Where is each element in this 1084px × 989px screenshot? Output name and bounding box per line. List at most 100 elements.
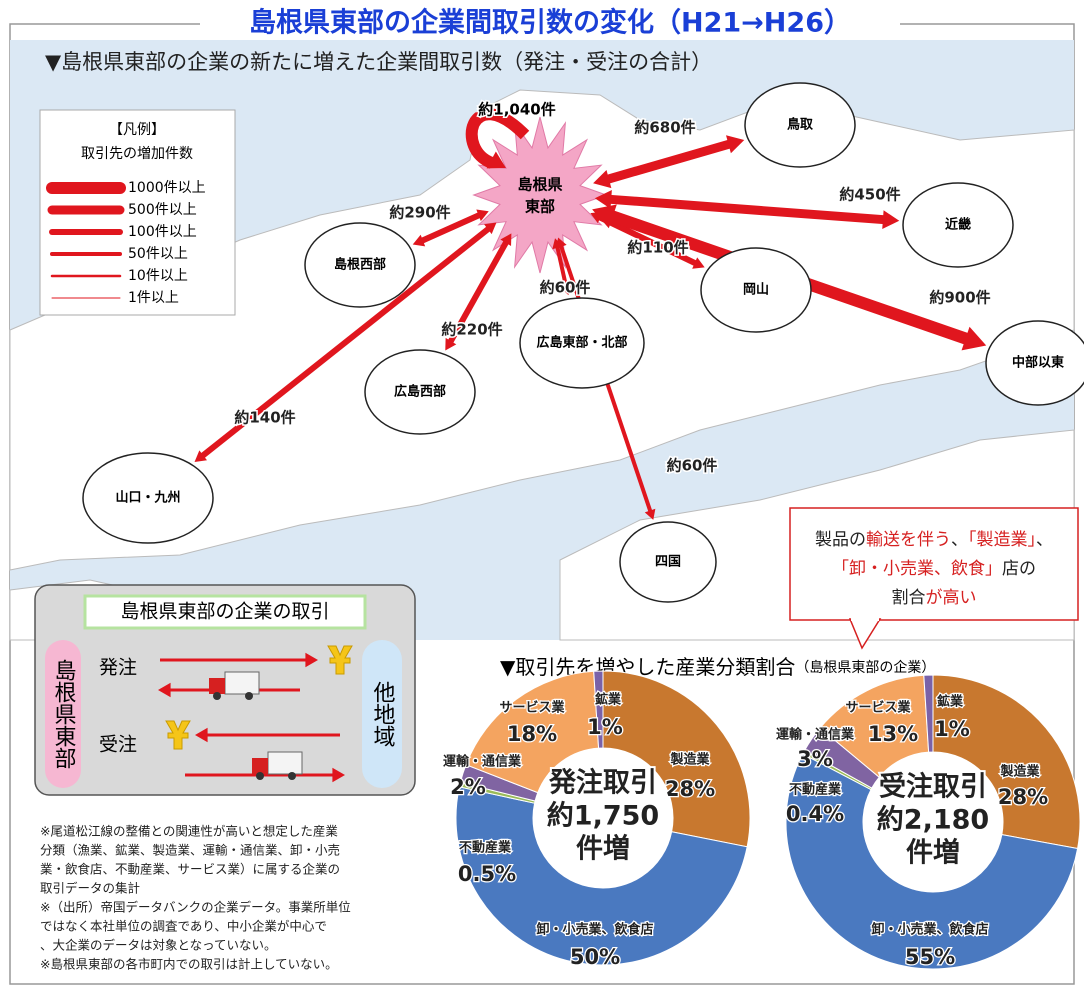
arrow-head — [476, 209, 489, 222]
donut-hole — [534, 749, 672, 887]
slice-value: 2% — [450, 775, 486, 799]
arrow-head — [332, 767, 345, 783]
donut-slice — [602, 670, 751, 848]
truck-cab — [252, 758, 268, 774]
slice-name: 不動産業 — [459, 840, 512, 856]
arrow-head — [484, 222, 497, 235]
flow-arrow — [606, 194, 888, 225]
title: 島根県東部の企業間取引数の変化（H21→H26） — [249, 7, 851, 39]
truck-wheel — [245, 692, 253, 700]
region — [619, 521, 717, 603]
flow-arrow — [418, 211, 483, 245]
flow-label: 約60件 — [540, 279, 591, 297]
region-name: 岡山 — [743, 282, 769, 298]
inset-title-bg — [83, 594, 367, 630]
donut-center-label: 発注取引 — [548, 767, 657, 799]
slice-value: 0.4% — [786, 802, 844, 826]
self-flow-label: 約1,040件 — [478, 101, 555, 119]
arrow-head — [445, 337, 457, 351]
region — [519, 297, 645, 389]
inset-title: 島根県東部の企業の取引 — [120, 601, 329, 623]
slice-value: 28% — [998, 785, 1048, 809]
flow-arrow — [198, 224, 493, 460]
donut-hole — [864, 753, 1002, 891]
donut-center-label: 受注取引 — [879, 771, 987, 803]
legend-label: 100件以上 — [128, 224, 197, 240]
slice-name: 運輸・通信業 — [443, 754, 522, 770]
arrow-head — [726, 135, 745, 154]
inset-left-bg — [45, 640, 81, 788]
callout-line: 製品の輸送を伴う、「製造業」、 — [815, 530, 1053, 550]
callout-text: 輸送を伴う — [866, 530, 951, 550]
slice-value: 3% — [797, 747, 833, 771]
callout-text: が高い — [926, 588, 977, 608]
slice-name: 鉱業 — [595, 692, 622, 708]
slice-name: 卸・小売業、飲食店 — [871, 922, 988, 938]
flow-label: 約450件 — [839, 186, 900, 204]
region-name: 島根西部 — [334, 257, 386, 273]
region — [700, 247, 812, 333]
flow-arrow — [446, 238, 510, 346]
arrow-head — [882, 210, 900, 229]
legend-label: 1000件以上 — [128, 180, 206, 196]
callout-text: 、 — [951, 530, 968, 550]
donut-center-label: 件増 — [906, 837, 960, 869]
region-name: 広島東部・北部 — [536, 335, 627, 351]
arrow-head — [593, 170, 612, 189]
industry-title: ▼取引先を増やした産業分類割合（島根県東部の企業） — [500, 655, 935, 679]
center-name: 島根県 — [517, 176, 562, 194]
region-name: 四国 — [655, 555, 681, 570]
note: 、大企業のデータは対象となっていない。 — [40, 938, 277, 953]
map-subtitle: ▼島根県東部の企業の新たに増えた企業間取引数（発注・受注の合計） — [45, 50, 712, 74]
region — [82, 452, 214, 544]
inset-right-bg — [362, 640, 402, 788]
industry-title-note: （島根県東部の企業） — [795, 659, 935, 676]
region-name: 山口・九州 — [115, 490, 180, 506]
arrow-head — [500, 233, 512, 247]
arrow-head — [194, 450, 207, 463]
region — [304, 222, 416, 308]
note: 取引データの集計 — [40, 881, 140, 896]
arrow-head — [412, 234, 426, 247]
flow-label: 約900件 — [929, 289, 990, 307]
note: ※尾道松江線の整備との関連性が高いと想定した産業 — [40, 824, 338, 839]
arrow-head — [594, 190, 612, 209]
callout-text: 店の — [1002, 559, 1036, 579]
donut-slice — [455, 786, 748, 966]
inset-left: 島根県東部 — [51, 659, 77, 769]
truck-wheel — [213, 692, 221, 700]
flow-label: 約110件 — [627, 239, 688, 257]
donut-slice — [932, 674, 1081, 850]
donut-slice — [923, 674, 934, 753]
callout-text: 「卸・小売業、飲食」 — [832, 559, 1002, 579]
flow-arrow — [554, 244, 569, 289]
callout-text: 割合 — [892, 588, 926, 608]
donut-slice — [593, 670, 604, 749]
flow-label: 約140件 — [234, 409, 295, 427]
note: ※島根県東部の各市町内での取引は計上していない。 — [40, 957, 338, 972]
slice-name: 卸・小売業、飲食店 — [536, 922, 653, 938]
flow-label: 約220件 — [441, 321, 502, 339]
callout-line: 「卸・小売業、飲食」店の — [832, 559, 1036, 579]
slice-name: サービス業 — [499, 700, 565, 716]
slice-value: 13% — [868, 722, 918, 746]
inset-order: 発注 — [99, 657, 137, 679]
region — [364, 349, 476, 435]
inset-receive: 受注 — [99, 734, 137, 756]
region — [902, 182, 1014, 268]
callout-text: 製品の — [815, 530, 866, 550]
flow-label: 約290件 — [389, 204, 450, 222]
donut-center-label: 約1,750 — [547, 800, 659, 832]
slice-name: 製造業 — [999, 764, 1040, 780]
slice-value: 18% — [507, 722, 557, 746]
region-name: 鳥取 — [787, 117, 814, 133]
truck-cab — [209, 678, 225, 694]
slice-value: 28% — [665, 777, 715, 801]
truck-wheel — [256, 772, 264, 780]
callout-text: 、 — [1036, 530, 1053, 550]
flow-label: 約60件 — [667, 457, 718, 475]
callout-box — [789, 507, 1079, 621]
legend-title: 【凡例】 — [109, 122, 165, 138]
donut-slice — [465, 670, 600, 794]
